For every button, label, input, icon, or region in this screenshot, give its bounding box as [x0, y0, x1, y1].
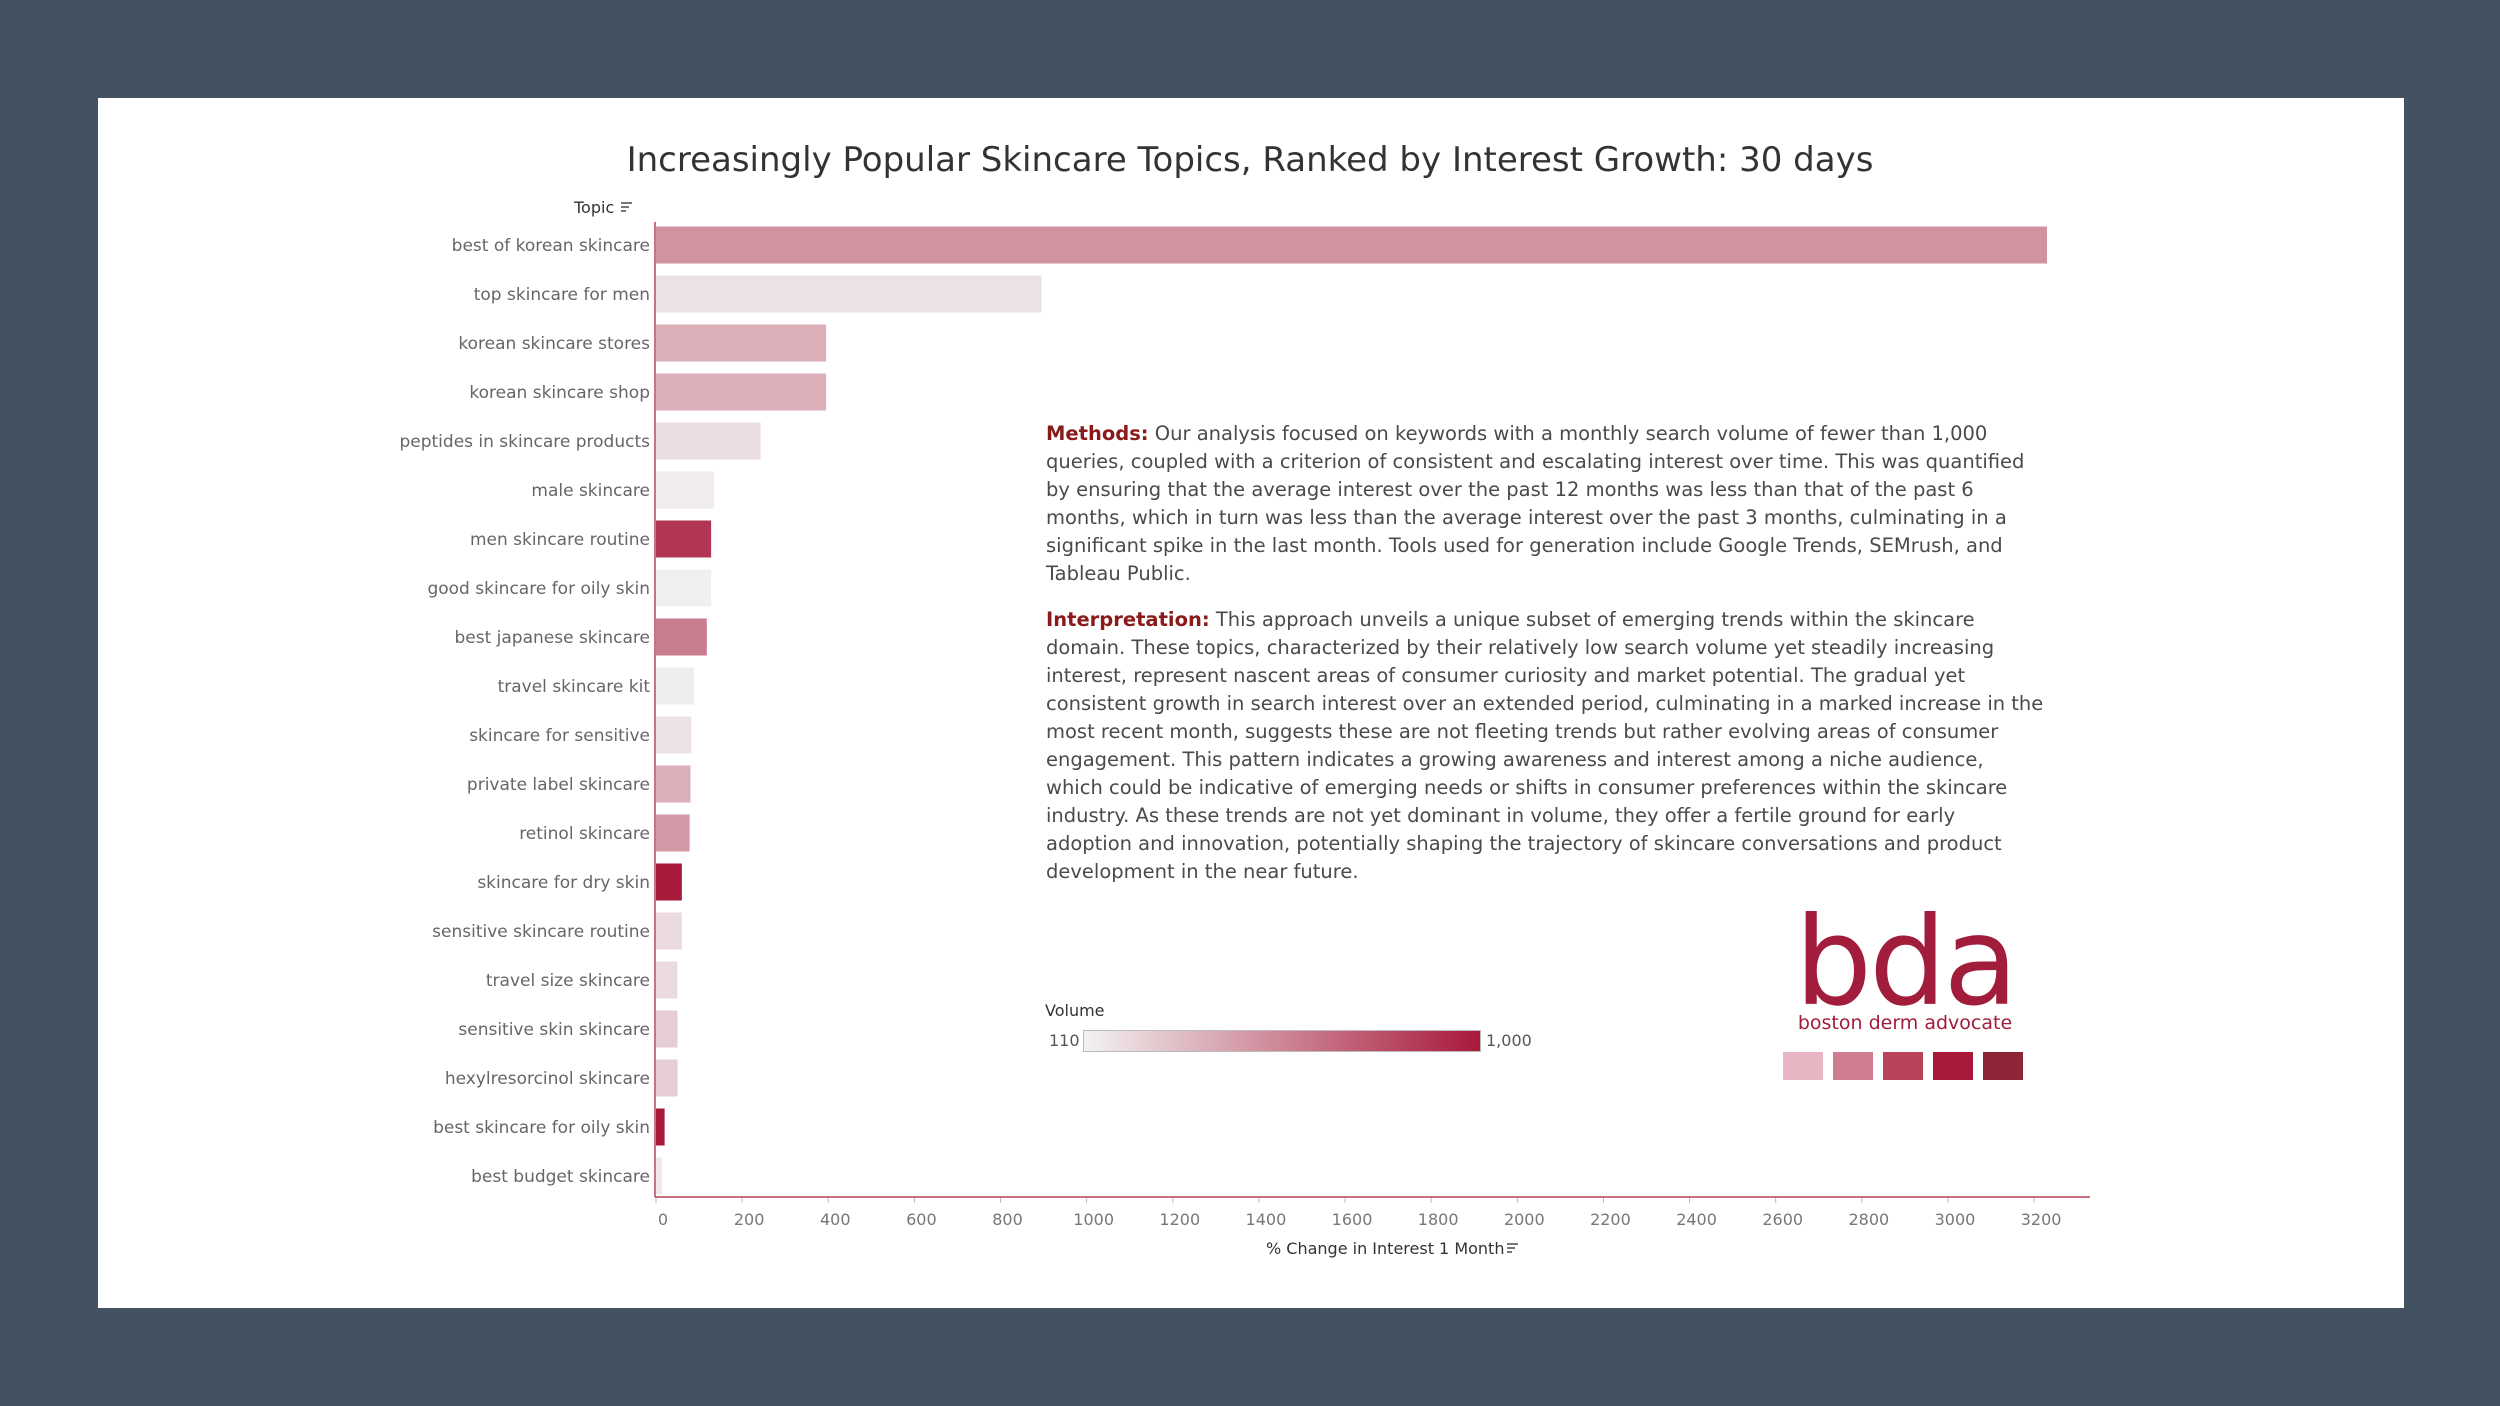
legend-min-label: 110: [1049, 1031, 1080, 1050]
x-tick-label: 2600: [1762, 1210, 1803, 1229]
x-tick-label: 1800: [1418, 1210, 1459, 1229]
category-label: korean skincare stores: [458, 334, 650, 354]
bar-men-skincare-routine[interactable]: [656, 520, 712, 558]
x-tick-label: 600: [906, 1210, 937, 1229]
x-tick-label: 2400: [1676, 1210, 1717, 1229]
bar-best-skincare-for-oily-skin[interactable]: [656, 1108, 665, 1146]
category-label: skincare for sensitive: [469, 726, 650, 746]
bar-sensitive-skin-skincare[interactable]: [656, 1010, 678, 1048]
bar-best-japanese-skincare[interactable]: [656, 618, 707, 656]
bar-best-budget-skincare[interactable]: [656, 1157, 663, 1195]
bar-good-skincare-for-oily-skin[interactable]: [656, 569, 712, 607]
category-label: men skincare routine: [470, 530, 650, 550]
category-label: retinol skincare: [519, 824, 650, 844]
x-axis-title[interactable]: % Change in Interest 1 Month: [1266, 1239, 1504, 1258]
logo-swatches: [1783, 1052, 2033, 1080]
bar-hexylresorcinol-skincare[interactable]: [656, 1059, 678, 1097]
logo-swatch: [1883, 1052, 1923, 1080]
category-label: best of korean skincare: [452, 236, 650, 256]
x-tick-label: 200: [734, 1210, 765, 1229]
legend-max-label: 1,000: [1486, 1031, 1532, 1050]
bar-male-skincare[interactable]: [656, 471, 715, 509]
x-tick-label: 1400: [1246, 1210, 1287, 1229]
interpretation-paragraph: Interpretation: This approach unveils a …: [1046, 606, 2046, 886]
x-tick-label: 2800: [1848, 1210, 1889, 1229]
logo-swatch: [1933, 1052, 1973, 1080]
x-tick-label: 2200: [1590, 1210, 1631, 1229]
category-label: good skincare for oily skin: [427, 579, 650, 599]
bar-skincare-for-dry-skin[interactable]: [656, 863, 682, 901]
bar-retinol-skincare[interactable]: [656, 814, 690, 852]
legend-title: Volume: [1045, 1001, 1105, 1020]
category-label: skincare for dry skin: [477, 873, 650, 893]
x-tick-label: 3000: [1935, 1210, 1976, 1229]
bar-top-skincare-for-men[interactable]: [656, 275, 1042, 313]
category-label: korean skincare shop: [469, 383, 650, 403]
bar-peptides-in-skincare-products[interactable]: [656, 422, 761, 460]
logo-swatch: [1833, 1052, 1873, 1080]
bar-private-label-skincare[interactable]: [656, 765, 691, 803]
logo-name: boston derm advocate: [1797, 1012, 2013, 1034]
category-label: top skincare for men: [474, 285, 650, 305]
bar-skincare-for-sensitive[interactable]: [656, 716, 692, 754]
legend-color-ramp[interactable]: [1083, 1030, 1481, 1052]
x-tick-label: 1600: [1332, 1210, 1373, 1229]
annotation-text: Methods: Our analysis focused on keyword…: [1046, 420, 2046, 904]
methods-body: Our analysis focused on keywords with a …: [1046, 422, 2025, 585]
x-tick-label: 0: [658, 1210, 668, 1229]
methods-lead: Methods:: [1046, 422, 1149, 445]
dashboard-card: [98, 98, 2404, 1308]
category-label: sensitive skin skincare: [458, 1020, 650, 1040]
logo-swatch: [1983, 1052, 2023, 1080]
bar-travel-skincare-kit[interactable]: [656, 667, 694, 705]
x-tick-label: 1000: [1073, 1210, 1114, 1229]
x-tick-label: 2000: [1504, 1210, 1545, 1229]
x-tick-label: 800: [992, 1210, 1023, 1229]
interpretation-body: This approach unveils a unique subset of…: [1046, 608, 2044, 883]
category-label: male skincare: [531, 481, 650, 501]
logo-mark: bda: [1794, 891, 2019, 1033]
bars-layer: [656, 226, 2047, 1195]
category-label: travel skincare kit: [498, 677, 651, 697]
category-label: private label skincare: [467, 775, 650, 795]
methods-paragraph: Methods: Our analysis focused on keyword…: [1046, 420, 2046, 588]
bar-korean-skincare-shop[interactable]: [656, 373, 827, 411]
bar-sensitive-skincare-routine[interactable]: [656, 912, 682, 950]
brand-logo: bda boston derm advocate: [1780, 891, 2040, 1034]
x-tick-label: 3200: [2021, 1210, 2062, 1229]
category-label: best skincare for oily skin: [433, 1118, 650, 1138]
x-tick-label: 1200: [1159, 1210, 1200, 1229]
chart-title: Increasingly Popular Skincare Topics, Ra…: [626, 140, 1874, 180]
category-label: hexylresorcinol skincare: [445, 1069, 650, 1089]
bar-best-of-korean-skincare[interactable]: [656, 226, 2047, 264]
category-label: best japanese skincare: [454, 628, 650, 648]
x-axis-ticks: 0 200 400 600 800 1000 1200 1400 1600 1800 2000 220…: [655, 1197, 2062, 1229]
category-label: best budget skincare: [471, 1167, 650, 1187]
bar-travel-size-skincare[interactable]: [656, 961, 678, 999]
category-labels: best of korean skincare top skincare for …: [399, 236, 650, 1187]
x-tick-label: 400: [820, 1210, 851, 1229]
category-label: peptides in skincare products: [399, 432, 650, 452]
category-label: travel size skincare: [486, 971, 650, 991]
y-axis-title[interactable]: Topic: [573, 198, 614, 217]
sort-icon[interactable]: [1507, 1243, 1518, 1253]
sort-icon[interactable]: [621, 202, 632, 212]
category-label: sensitive skincare routine: [432, 922, 650, 942]
interpretation-lead: Interpretation:: [1046, 608, 1210, 631]
bar-korean-skincare-stores[interactable]: [656, 324, 827, 362]
logo-swatch: [1783, 1052, 1823, 1080]
